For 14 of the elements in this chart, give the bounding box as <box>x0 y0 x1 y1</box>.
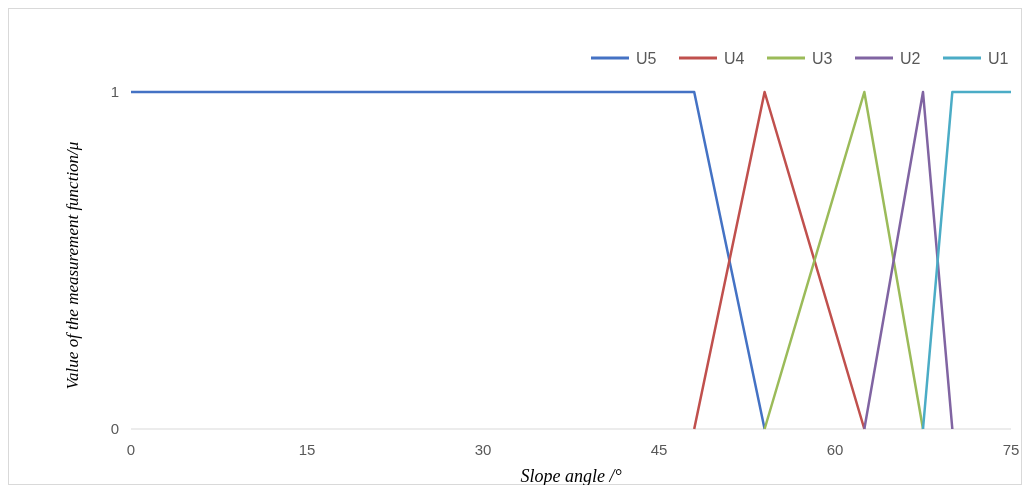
y-axis-title: Value of the measurement function/μ <box>63 141 82 390</box>
legend-label: U4 <box>724 50 745 67</box>
x-tick-label: 30 <box>474 441 492 458</box>
x-axis-title: Slope angle /° <box>520 466 622 486</box>
legend-label: U2 <box>900 50 921 67</box>
x-tick-label: 60 <box>826 441 844 458</box>
x-tick-label: 15 <box>298 441 316 458</box>
x-tick-label: 45 <box>650 441 668 458</box>
legend-label: U5 <box>636 50 657 67</box>
legend-label: U3 <box>812 50 833 67</box>
x-tick-label: 75 <box>1002 441 1020 458</box>
legend-label: U1 <box>988 50 1009 67</box>
x-tick-label: 0 <box>126 441 136 458</box>
y-tick-label: 1 <box>110 83 119 100</box>
